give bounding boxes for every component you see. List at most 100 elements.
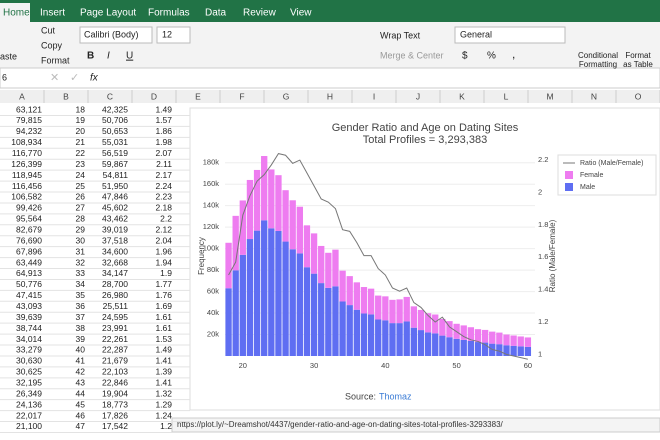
format-box[interactable]: [454, 26, 566, 44]
ribbon-tab[interactable]: Insert: [40, 8, 65, 19]
legend-swatch: [565, 171, 573, 179]
cell: 33,279: [16, 345, 42, 355]
ribbon-label[interactable]: General: [460, 29, 492, 39]
ribbon-label[interactable]: I: [107, 51, 110, 62]
source-link[interactable]: Thomaz: [379, 391, 412, 401]
cell: 38: [76, 323, 86, 333]
size-box[interactable]: [156, 26, 191, 44]
bar: [517, 336, 524, 347]
column-header[interactable]: N: [591, 91, 597, 101]
column-header[interactable]: O: [635, 91, 642, 101]
y-tick-label: 100k: [203, 244, 220, 253]
column-header[interactable]: J: [416, 91, 420, 101]
cell: 32,668: [102, 257, 128, 267]
column-header[interactable]: C: [107, 91, 113, 101]
column-header[interactable]: A: [19, 91, 25, 101]
ribbon-tab[interactable]: Home: [3, 8, 30, 19]
column-header[interactable]: H: [327, 91, 333, 101]
bar: [432, 314, 439, 334]
ribbon-tab[interactable]: Formulas: [148, 8, 190, 19]
ribbon-label[interactable]: aste: [0, 51, 17, 61]
column-header[interactable]: F: [239, 91, 244, 101]
cell: 67,896: [16, 246, 42, 256]
cell: 27: [76, 203, 86, 213]
column-header[interactable]: G: [283, 91, 290, 101]
ribbon-label[interactable]: Copy: [41, 40, 63, 50]
ribbon-label[interactable]: B: [87, 51, 94, 62]
bar: [332, 286, 339, 356]
cell: 50,776: [16, 279, 42, 289]
ribbon-tab[interactable]: Data: [205, 8, 227, 19]
cell: 1.76: [155, 290, 172, 300]
ribbon-label[interactable]: Wrap Text: [380, 30, 421, 40]
cell: 1.98: [155, 137, 172, 147]
fx-label[interactable]: fx: [90, 73, 99, 84]
bar: [403, 296, 410, 322]
cell: 21: [76, 137, 86, 147]
bar: [453, 338, 460, 356]
font-box[interactable]: [79, 26, 153, 44]
ribbon-label[interactable]: Format: [41, 55, 70, 65]
cancel-icon[interactable]: ✕: [50, 72, 59, 84]
cell: 39,639: [16, 312, 42, 322]
column-header[interactable]: K: [459, 91, 465, 101]
bar: [524, 346, 532, 356]
cell: 1.41: [155, 356, 172, 366]
bar: [225, 288, 232, 356]
bar: [382, 320, 389, 356]
ribbon-label[interactable]: Merge & Center: [380, 50, 444, 60]
active-tab[interactable]: [0, 3, 30, 22]
cell: 22,017: [16, 410, 42, 420]
cell: 25: [76, 181, 86, 191]
cell: 28,700: [102, 279, 128, 289]
url-bar: [171, 417, 660, 433]
ribbon-label[interactable]: Format: [625, 51, 651, 60]
bar: [524, 337, 532, 347]
bar: [474, 329, 482, 343]
bar: [417, 309, 425, 331]
ribbon-tab[interactable]: View: [290, 8, 312, 19]
name-box[interactable]: 6: [2, 72, 7, 82]
bar: [239, 254, 246, 356]
ribbon-label[interactable]: Conditional: [578, 51, 618, 60]
column-header[interactable]: B: [63, 91, 69, 101]
legend-label[interactable]: Male: [580, 184, 595, 191]
bar: [410, 327, 418, 356]
ribbon-label[interactable]: $: [462, 51, 468, 62]
cell: 32: [76, 257, 86, 267]
ribbon-label[interactable]: 12: [162, 29, 172, 39]
cell: 1.61: [155, 323, 172, 333]
cell: 99,426: [16, 203, 42, 213]
enter-icon[interactable]: ✓: [70, 72, 79, 84]
column-header[interactable]: E: [195, 91, 201, 101]
cell: 1.49: [155, 104, 172, 114]
ribbon-label[interactable]: Formatting: [579, 60, 617, 69]
column-header[interactable]: L: [504, 91, 509, 101]
ribbon-label[interactable]: as Table: [623, 60, 653, 69]
column-header[interactable]: I: [373, 91, 375, 101]
bar: [225, 242, 232, 289]
ribbon-label[interactable]: Calibri (Body): [84, 29, 139, 39]
bar: [460, 325, 467, 340]
ribbon-tab[interactable]: Review: [243, 8, 277, 19]
legend-label[interactable]: Female: [580, 172, 603, 179]
ribbon-label[interactable]: U: [126, 51, 133, 62]
bar: [396, 299, 403, 324]
cell: 22,103: [102, 367, 128, 377]
cell: 37: [76, 312, 86, 322]
column-header[interactable]: M: [546, 91, 553, 101]
bar: [510, 345, 517, 356]
bar: [503, 345, 510, 356]
ribbon-label[interactable]: Cut: [41, 25, 56, 35]
ribbon-label[interactable]: %: [487, 51, 496, 62]
ribbon-label[interactable]: ,: [512, 47, 515, 61]
cell: 32,195: [16, 378, 42, 388]
ribbon-tab[interactable]: Page Layout: [80, 8, 136, 19]
bar: [332, 249, 339, 287]
legend-label[interactable]: Ratio (Male/Female): [580, 160, 643, 167]
column-header[interactable]: D: [151, 91, 157, 101]
bar: [467, 327, 475, 341]
bar: [303, 267, 311, 356]
cell: 25,511: [103, 301, 129, 311]
